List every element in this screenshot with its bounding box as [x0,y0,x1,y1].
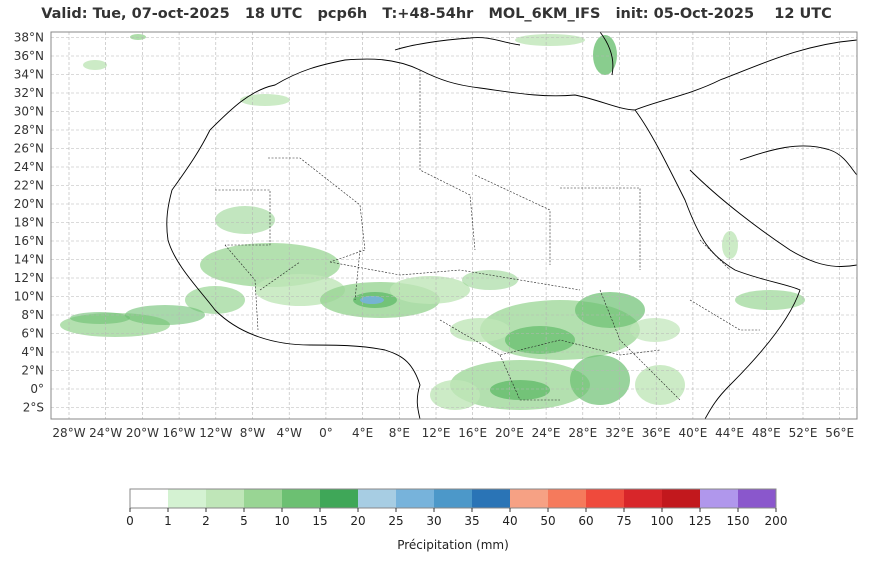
colorbar-tick-label: 25 [388,514,403,528]
colorbar-swatch [624,489,663,508]
lat-tick-label: 26°N [14,142,44,156]
colorbar-tick-label: 15 [312,514,327,528]
colorbar-swatch [130,489,169,508]
lat-tick-label: 4°N [21,345,44,359]
lat-tick-label: 30°N [14,105,44,119]
colorbar-swatch [358,489,397,508]
lat-tick-label: 34°N [14,68,44,82]
colorbar-swatch [586,489,625,508]
colorbar-tick-label: 125 [689,514,712,528]
colorbar-swatch [282,489,321,508]
longitude-axis: 28°W 24°W 20°W 16°W 12°W 8°W 4°W 0° 4°E 8°E 12°E 16… [52,426,854,440]
colorbar-swatch [662,489,701,508]
colorbar-swatch [738,489,777,508]
colorbar-tick-label: 100 [651,514,674,528]
colorbar-border [129,488,777,509]
latitude-axis: 38°N 36°N 34°N 32°N 30°N 28°N 26°N 24°N 22°N 20°N… [14,31,44,415]
lon-tick-label: 52°E [789,426,818,440]
lat-tick-label: 38°N [14,31,44,45]
lon-tick-label: 16°E [458,426,487,440]
lon-tick-label: 56°E [825,426,854,440]
lat-tick-label: 0° [30,382,44,396]
colorbar-swatch [320,489,359,508]
colorbar-tick-label: 35 [464,514,479,528]
lat-tick-label: 2°S [23,401,44,415]
lon-tick-label: 24°W [89,426,122,440]
lon-tick-label: 28°W [52,426,85,440]
lat-tick-label: 36°N [14,49,44,63]
lon-tick-label: 28°E [568,426,597,440]
colorbar-tick-label: 40 [502,514,517,528]
colorbar-tick-label: 150 [727,514,750,528]
colorbar-tick-label: 1 [164,514,172,528]
lon-tick-label: 4°E [352,426,373,440]
lon-tick-label: 24°E [532,426,561,440]
map-gridlines [51,32,857,419]
lon-tick-label: 20°E [495,426,524,440]
lat-tick-label: 28°N [14,123,44,137]
lat-tick-label: 8°N [21,308,44,322]
lat-tick-label: 20°N [14,197,44,211]
colorbar: 0 1 2 5 10 15 20 25 30 35 40 50 60 75 100 125 150 200 [126,488,788,528]
colorbar-tick-label: 20 [350,514,365,528]
colorbar-label: Précipitation (mm) [397,538,509,552]
colorbar-tick-label: 60 [578,514,593,528]
colorbar-tick-label: 0 [126,514,134,528]
colorbar-tick-label: 2 [202,514,210,528]
lat-tick-label: 18°N [14,216,44,230]
lon-tick-label: 16°W [163,426,196,440]
colorbar-swatch [206,489,245,508]
colorbar-tick-label: 5 [240,514,248,528]
colorbar-swatch [168,489,207,508]
lat-tick-label: 14°N [14,253,44,267]
colorbar-swatch [510,489,549,508]
colorbar-swatch [434,489,473,508]
coastlines [166,32,857,419]
colorbar-swatch [548,489,587,508]
lat-tick-label: 12°N [14,271,44,285]
lat-tick-label: 6°N [21,327,44,341]
map-border [50,31,858,420]
colorbar-tick-label: 50 [540,514,555,528]
lon-tick-label: 32°E [605,426,634,440]
colorbar-swatch [472,489,511,508]
lat-tick-label: 24°N [14,160,44,174]
lat-tick-label: 16°N [14,234,44,248]
lat-tick-label: 32°N [14,86,44,100]
country-borders [215,70,760,401]
colorbar-tick-label: 10 [274,514,289,528]
lat-tick-label: 10°N [14,290,44,304]
lon-tick-label: 44°E [715,426,744,440]
colorbar-swatch [244,489,283,508]
lon-tick-label: 40°E [678,426,707,440]
colorbar-tick-label: 30 [426,514,441,528]
colorbar-tick-label: 75 [616,514,631,528]
lon-tick-label: 20°W [126,426,159,440]
lon-tick-label: 12°W [199,426,232,440]
map-frame [51,32,857,419]
lat-tick-label: 22°N [14,179,44,193]
colorbar-swatch [396,489,435,508]
lon-tick-label: 48°E [752,426,781,440]
lon-tick-label: 4°W [276,426,302,440]
precipitation-field [60,34,805,410]
lon-tick-label: 8°E [389,426,410,440]
lon-tick-label: 0° [319,426,333,440]
colorbar-tick-label: 200 [765,514,788,528]
lon-tick-label: 36°E [642,426,671,440]
lon-tick-label: 8°W [240,426,266,440]
lat-tick-label: 2°N [21,364,44,378]
colorbar-swatch [700,489,739,508]
map-title: Valid: Tue, 07-oct-2025 18 UTC pcp6h T:+… [41,6,832,22]
lon-tick-label: 12°E [422,426,451,440]
